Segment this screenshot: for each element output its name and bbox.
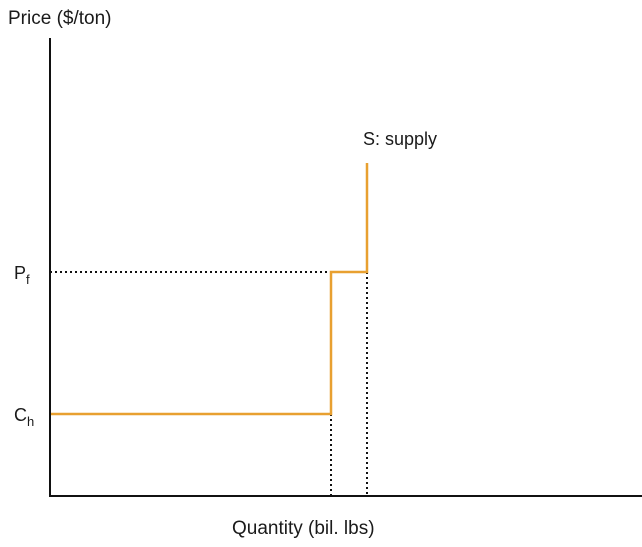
y-tick-label-ch: Ch	[14, 405, 34, 429]
axes	[49, 38, 642, 497]
supply-curve	[50, 163, 369, 416]
y-tick-labels: Pf Ch	[14, 263, 34, 429]
reference-lines	[50, 271, 368, 496]
y-tick-label-pf: Pf	[14, 263, 30, 287]
supply-curve-label: S: supply	[363, 129, 437, 149]
y-axis-title: Price ($/ton)	[8, 8, 112, 29]
x-axis-title: Quantity (bil. lbs)	[232, 518, 375, 539]
